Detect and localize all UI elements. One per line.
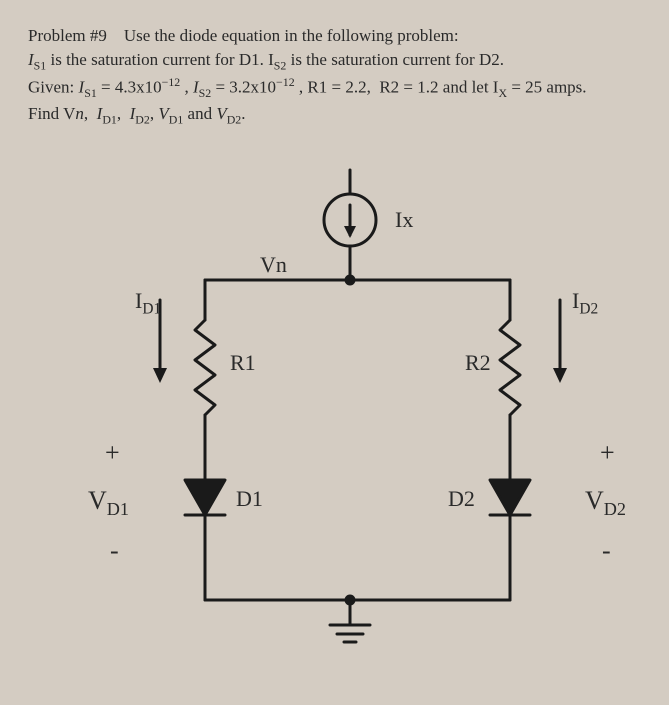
problem-line2: IS1 is the saturation current for D1. IS… [28,48,641,74]
label-id1: ID1 [135,288,161,318]
r1-val: R1 = 2.2, [307,78,370,97]
label-d1: D1 [236,486,263,512]
label-id2: ID2 [572,288,598,318]
txt-sat2: is the saturation current for D2. [291,50,504,69]
problem-title-line: Problem #9 Use the diode equation in the… [28,24,641,48]
label-minus-left: - [110,536,119,566]
label-minus-right: - [602,536,611,566]
problem-header: Problem #9 Use the diode equation in the… [0,0,669,128]
label-vd1: VD1 [88,486,129,520]
label-r1: R1 [230,350,256,376]
problem-given: Given: IS1 = 4.3x10−12 , IS2 = 3.2x10−12… [28,74,641,102]
circuit-diagram: Ix Vn ID1 ID2 R1 R2 D1 D2 + + VD1 VD2 - … [0,160,669,700]
label-vn: Vn [260,252,287,278]
ix-val: = 25 amps. [511,78,586,97]
problem-instruction: Use the diode equation in the following … [124,26,459,45]
is2-val: 3.2x10 [229,78,276,97]
r2-val: R2 = 1.2 and let I [379,78,498,97]
problem-number: Problem #9 [28,26,107,45]
label-plus-right: + [600,438,615,468]
circuit-svg [0,160,669,700]
label-d2: D2 [448,486,475,512]
is1-val: 4.3x10 [115,78,162,97]
label-plus-left: + [105,438,120,468]
label-r2: R2 [465,350,491,376]
problem-find: Find Vn, ID1, ID2, VD1 and VD2. [28,102,641,128]
label-ix: Ix [395,207,413,233]
txt-sat1: is the saturation current for D1. I [50,50,273,69]
given-label: Given: [28,78,74,97]
find-label: Find V [28,104,75,123]
label-vd2: VD2 [585,486,626,520]
